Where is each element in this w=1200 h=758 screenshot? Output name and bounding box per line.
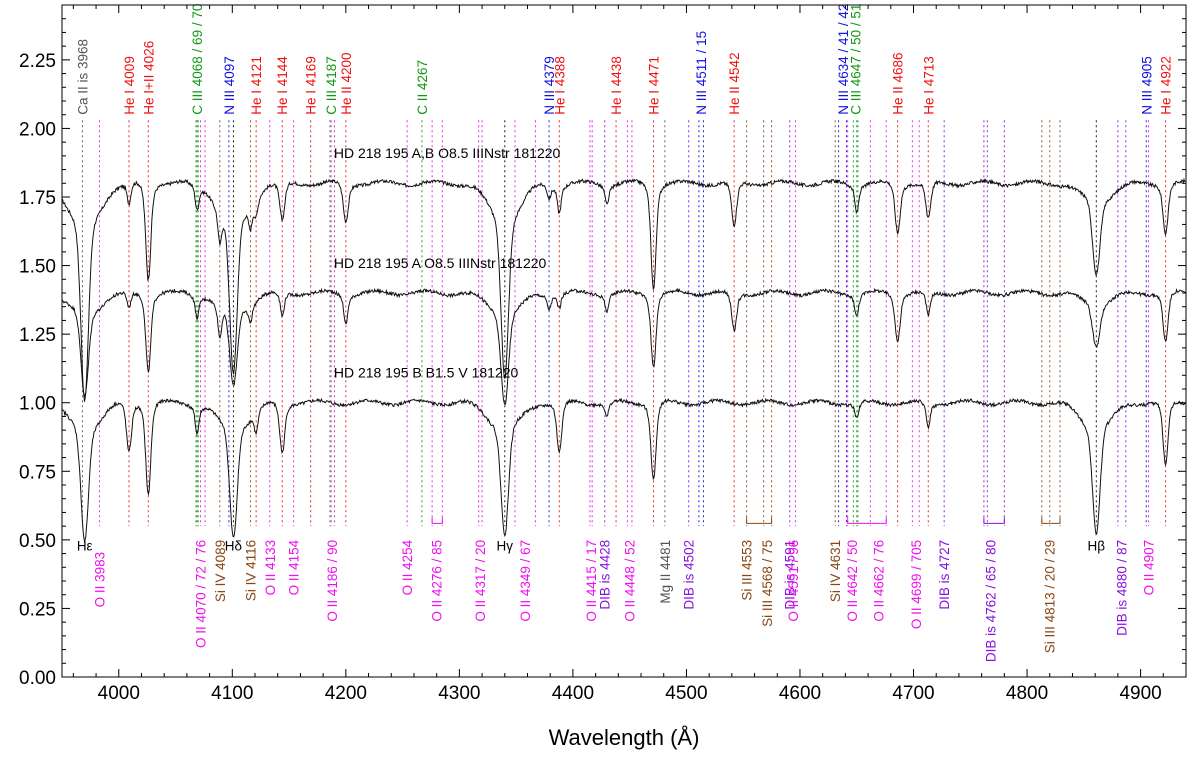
top-annotation: He I+II 4026 <box>141 41 156 115</box>
y-tick-label: 1.50 <box>19 257 56 278</box>
x-tick-label: 4200 <box>325 683 367 704</box>
y-tick-label: 0.25 <box>19 599 56 620</box>
x-tick-label: 4600 <box>779 683 821 704</box>
top-annotation: He I 4121 <box>249 56 264 115</box>
top-annotation: He I 4009 <box>122 56 137 115</box>
bottom-annotation: DIB is 4727 <box>937 540 952 610</box>
x-tick-label: 4300 <box>438 683 480 704</box>
bottom-annotation: O II 4415 / 17 <box>584 540 599 622</box>
axes: 4000 4100 4200 4300 4400 4500 4600 4700 4800 4900… <box>19 4 1186 704</box>
bottom-annotation: Hγ <box>497 538 514 553</box>
bottom-annotation: O II 4317 / 20 <box>473 540 488 622</box>
y-tick-label: 2.25 <box>19 51 56 72</box>
top-annotation: C II 4267 <box>415 60 430 115</box>
top-annotation: C III 4068 / 69 / 70 <box>190 4 205 115</box>
bottom-annotation: O II 4070 / 72 / 76 <box>194 540 209 648</box>
bottom-annotation: O II 4254 <box>400 539 415 595</box>
top-annotation: N III 4511 / 15 <box>694 31 709 115</box>
bottom-annotation: Mg II 4481 <box>658 540 673 604</box>
blend-bracket <box>746 517 773 524</box>
bottom-annotation: O II 4662 / 76 <box>871 540 886 622</box>
series-label: HD 218 195 B B1.5 V 181220 <box>334 365 519 381</box>
bottom-annotation: Hδ <box>225 538 242 553</box>
x-tick-label: 4100 <box>211 683 253 704</box>
top-annotation: He II 4542 <box>727 52 742 114</box>
bottom-annotation: O II 4448 / 52 <box>623 540 638 622</box>
y-tick-label: 1.25 <box>19 325 56 346</box>
top-annotation: C III 4647 / 50 / 51 <box>849 4 864 115</box>
bottom-annotation: O II 4186 / 90 <box>325 540 340 622</box>
blend-bracket <box>1041 517 1061 524</box>
spectra: HD 218 195 A,B O8.5 IIINstr 181220 HD 218… <box>61 145 1186 544</box>
bottom-annotation: Hβ <box>1088 538 1106 553</box>
top-annotation: C III 4187 <box>324 56 339 115</box>
top-annotation: N III 4097 <box>222 56 237 115</box>
bottom-annotation: DIB is 4591 <box>783 540 798 610</box>
bottom-annotation: O II 4133 <box>263 540 278 596</box>
bottom-annotation: Si IV 4089 <box>213 540 228 602</box>
top-annotation: He II 4686 <box>891 52 906 114</box>
bottom-annotation: O II 4591 / 96 <box>786 540 801 622</box>
top-annotation: He II 4200 <box>339 52 354 114</box>
bottom-annotation: DIB is 4880 / 87 <box>1114 540 1129 636</box>
series-label: HD 218 195 A,B O8.5 IIINstr 181220 <box>334 145 561 161</box>
spectrum-line <box>61 177 1186 402</box>
y-tick-label: 1.75 <box>19 188 56 209</box>
bottom-annotation: Si III 4553 <box>740 540 755 601</box>
plot-frame <box>61 4 1187 678</box>
top-annotation: He I 4713 <box>921 56 936 115</box>
top-annotation: He I 4144 <box>275 56 290 115</box>
top-annotation: He I 4438 <box>609 56 624 115</box>
x-tick-label: 4800 <box>1006 683 1048 704</box>
y-tick-label: 1.00 <box>19 394 56 415</box>
x-tick-label: 4900 <box>1119 683 1161 704</box>
blend-bracket <box>847 517 887 524</box>
line-annotations: Ca II is 3968 He I 4009 He I+II 4026 C III … <box>75 4 1173 663</box>
x-tick-label: 4400 <box>552 683 594 704</box>
top-annotation: He I 4388 <box>552 56 567 115</box>
x-tick-label: 4500 <box>665 683 707 704</box>
top-annotation: He I 4471 <box>647 56 662 115</box>
bottom-annotation: O II 4699 / 705 <box>909 540 924 629</box>
y-tick-label: 0.75 <box>19 462 56 483</box>
y-tick-label: 0.50 <box>19 531 56 552</box>
top-annotation: N III 4634 / 41 / 42 <box>836 4 851 115</box>
spectrum-line <box>61 287 1186 405</box>
bottom-annotation: DIB is 4428 <box>598 540 613 610</box>
blend-bracket <box>983 517 1005 524</box>
x-axis-label: Wavelength (Å) <box>549 725 700 750</box>
x-tick-label: 4700 <box>892 683 934 704</box>
y-tick-label: 0.00 <box>19 668 56 689</box>
bottom-annotation: DIB is 4502 <box>682 540 697 610</box>
bottom-annotation: O II 4276 / 85 <box>430 540 445 622</box>
top-annotation: N III 4379 <box>542 56 557 115</box>
spectrum-line <box>61 397 1186 544</box>
bottom-annotation: O II 4154 <box>287 539 302 595</box>
bottom-annotation: DIB is 4762 / 65 / 80 <box>984 540 999 662</box>
bottom-annotation: Si III 4813 / 20 / 29 <box>1043 540 1058 653</box>
series-label: HD 218 195 A O8.5 IIINstr 181220 <box>334 255 547 271</box>
top-annotation: He I 4922 <box>1159 56 1174 115</box>
bottom-annotation: O II 4349 / 67 <box>518 540 533 622</box>
bottom-annotation: O II 4907 <box>1142 540 1157 596</box>
bottom-annotation: O II 4642 / 50 <box>845 540 860 622</box>
x-tick-label: 4000 <box>98 683 140 704</box>
bottom-annotation: Si IV 4116 <box>243 540 258 601</box>
bottom-annotation: Si III 4568 / 75 <box>760 540 775 627</box>
bottom-annotation: O II 3983 <box>92 552 107 608</box>
top-annotation: Ca II is 3968 <box>75 39 90 115</box>
top-annotation: He I 4169 <box>304 56 319 115</box>
y-tick-label: 2.00 <box>19 119 56 140</box>
bottom-annotation: Hε <box>77 538 93 553</box>
top-annotation: N III 4905 <box>1139 56 1154 115</box>
blend-bracket <box>431 517 443 524</box>
bottom-annotation: Si IV 4631 <box>828 540 843 602</box>
